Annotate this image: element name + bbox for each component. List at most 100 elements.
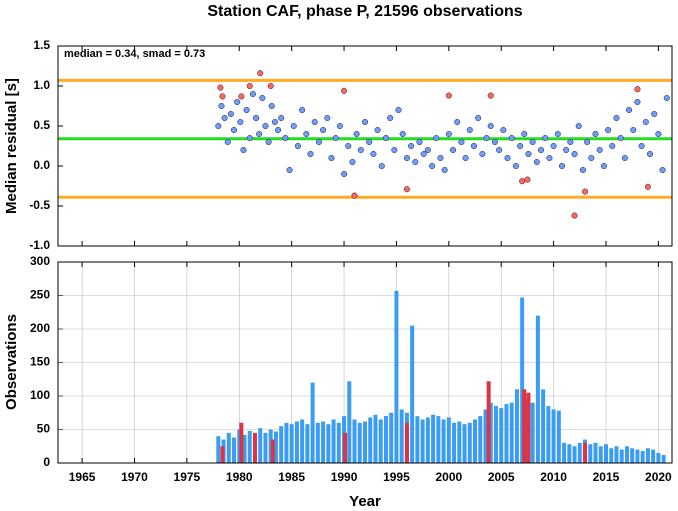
bar (645, 448, 650, 463)
bar (514, 389, 519, 463)
point (234, 98, 241, 106)
y-tick-label: 300 (30, 254, 50, 268)
point (596, 146, 603, 154)
point (403, 154, 410, 162)
bar (300, 419, 305, 463)
point (533, 158, 540, 166)
bar (326, 424, 331, 463)
bar (452, 422, 457, 463)
bar (509, 402, 514, 463)
point (267, 82, 274, 90)
x-tick-label: 1970 (121, 470, 148, 484)
bar (483, 409, 488, 463)
point (399, 130, 406, 138)
point (340, 170, 348, 178)
point (517, 142, 524, 150)
point (558, 162, 566, 170)
point (617, 134, 624, 142)
point (609, 142, 616, 150)
point (374, 126, 381, 134)
point (387, 114, 394, 122)
point (524, 176, 531, 183)
point (542, 134, 549, 142)
y-tick-label: 1.5 (33, 38, 50, 52)
point (437, 154, 444, 162)
point (475, 114, 482, 122)
y-tick-label: 0 (43, 455, 50, 469)
bar (499, 408, 504, 463)
y-tick-label: 1.0 (33, 78, 50, 92)
bar (336, 422, 341, 463)
point (412, 158, 419, 166)
point (588, 154, 595, 162)
y-axis-label: Observations (3, 314, 20, 410)
bar (310, 382, 315, 463)
bar (378, 419, 383, 463)
chart-title: Station CAF, phase P, 21596 observations (207, 3, 522, 20)
point (605, 126, 612, 134)
bar (389, 412, 394, 463)
bar (535, 315, 540, 463)
point (262, 122, 269, 130)
point (230, 126, 238, 134)
point (466, 126, 473, 134)
point (659, 166, 666, 174)
point (282, 134, 289, 142)
x-tick-label: 1975 (174, 470, 201, 484)
point (625, 106, 633, 114)
bar (609, 448, 614, 463)
point (508, 134, 515, 142)
point (249, 90, 256, 98)
point (257, 70, 264, 77)
bar (242, 434, 247, 463)
point (268, 102, 275, 110)
point (408, 142, 415, 150)
annotation: median = 0.34, smad = 0.73 (64, 48, 205, 60)
y-tick-label: 50 (37, 422, 51, 436)
y-tick-label: 0.5 (33, 118, 50, 132)
point (479, 150, 486, 158)
point (238, 93, 245, 100)
bar (541, 389, 546, 463)
point (642, 118, 649, 126)
point (621, 154, 628, 162)
point (361, 118, 369, 126)
bar (661, 454, 666, 463)
point (256, 130, 263, 138)
point (563, 146, 570, 154)
bar (526, 392, 531, 463)
x-tick-label: 1990 (331, 470, 358, 484)
point (496, 146, 503, 154)
bar (546, 406, 551, 463)
bar (593, 442, 598, 463)
bar (530, 402, 535, 463)
point (634, 86, 641, 93)
x-tick-label: 1980 (226, 470, 253, 484)
bar (216, 436, 221, 463)
point (366, 138, 373, 146)
bar (577, 442, 582, 463)
point (454, 118, 461, 126)
point (458, 138, 465, 146)
point (571, 150, 578, 158)
point (307, 150, 314, 158)
bar (493, 406, 498, 463)
point (567, 138, 574, 146)
point (429, 162, 436, 170)
point (550, 142, 557, 150)
bar (462, 424, 467, 463)
y-tick-label: -1.0 (29, 238, 50, 252)
point (644, 183, 651, 190)
point (246, 134, 253, 142)
bar (357, 422, 362, 463)
point (433, 134, 440, 142)
bar (232, 437, 237, 463)
point (345, 142, 352, 150)
point (420, 150, 427, 158)
bar (294, 421, 299, 463)
bar (258, 428, 263, 463)
bar (457, 421, 462, 463)
point (286, 166, 293, 174)
point (424, 146, 431, 154)
